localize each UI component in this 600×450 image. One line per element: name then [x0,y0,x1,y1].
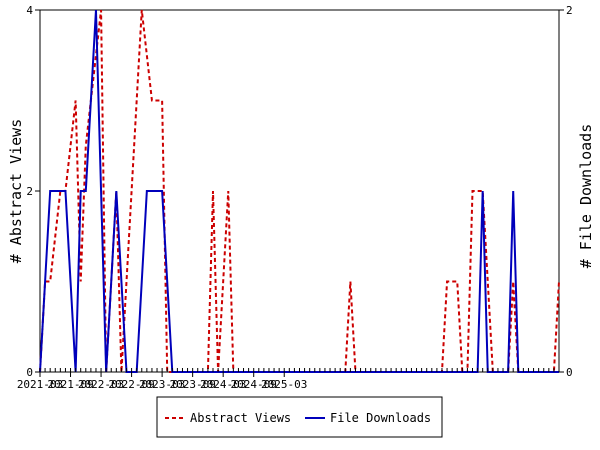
y-left-tick-label: 4 [26,4,33,17]
series-line-abstract-views [39,9,560,373]
x-tick-label: 2024-09 [231,378,277,391]
legend-box [156,396,443,438]
x-tick-label: 2023-09 [169,378,215,391]
x-tick-label: 2022-09 [108,378,154,391]
y-axis-right-title: # File Downloads [577,124,595,269]
x-tick-label: 2024-03 [200,378,246,391]
y-right-tick-label: 0 [566,366,573,379]
x-tick-label: 2021-09 [47,378,93,391]
tick-layer: 2021-032021-092022-032022-092023-032023-… [17,4,573,391]
legend: Abstract Views File Downloads [156,396,443,438]
y-left-tick-label: 2 [26,185,33,198]
x-tick-label: 2022-03 [78,378,124,391]
legend-label-file-downloads: File Downloads [330,411,431,425]
x-tick-label: 2023-03 [139,378,185,391]
y-right-tick-label: 2 [566,4,573,17]
x-tick-label: 2021-03 [17,378,63,391]
y-left-tick-label: 0 [26,366,33,379]
x-tick-label: 2025-03 [261,378,307,391]
legend-label-abstract-views: Abstract Views [190,411,291,425]
series-layer [39,9,560,373]
y-axis-left-title: # Abstract Views [7,119,25,264]
